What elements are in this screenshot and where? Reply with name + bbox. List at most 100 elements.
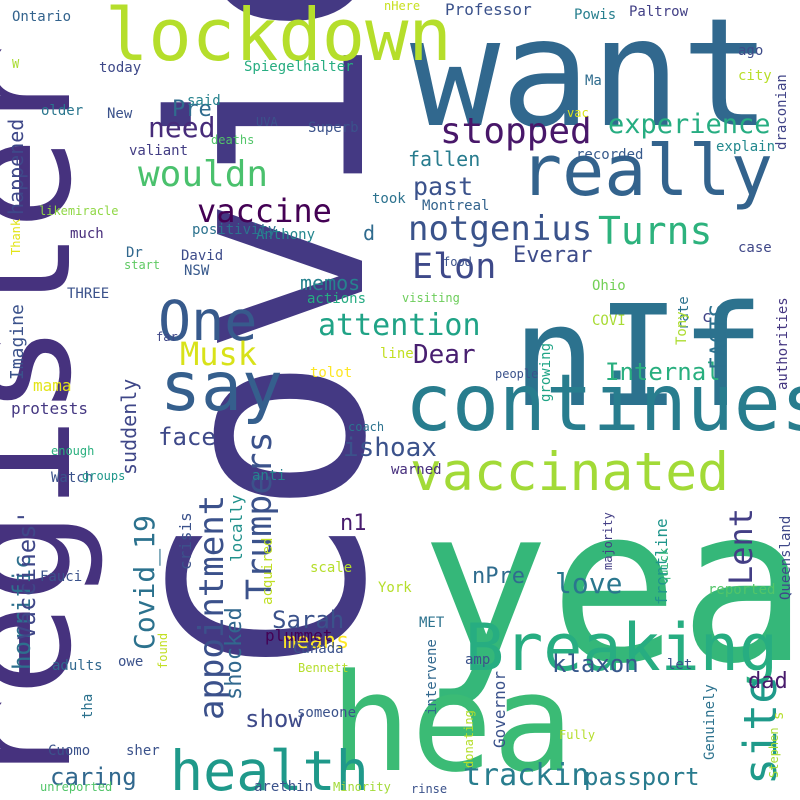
word-experience: experience bbox=[608, 109, 771, 140]
word-ma: Ma bbox=[585, 73, 602, 89]
word-passport: passport bbox=[584, 763, 700, 791]
word-sher: sher bbox=[126, 743, 160, 759]
word-pre: Pre bbox=[172, 97, 212, 122]
word-rinse: rinse bbox=[411, 782, 447, 796]
word-horrific: horrific bbox=[8, 554, 36, 670]
word-attention: attention bbox=[318, 308, 481, 343]
word-lent: Lent bbox=[722, 508, 760, 585]
word-start: start bbox=[124, 258, 160, 272]
word-people: people bbox=[495, 367, 538, 381]
word-dear: Dear bbox=[413, 340, 476, 370]
word-want: want bbox=[410, 0, 771, 161]
word-queensland: Queensland bbox=[778, 516, 794, 600]
word-site: site bbox=[734, 677, 787, 785]
word-dr: Dr bbox=[126, 245, 143, 261]
word-acquired: acquired bbox=[260, 538, 276, 605]
word-let: let bbox=[667, 657, 692, 673]
word-memos: memos bbox=[300, 271, 360, 295]
word-vaccine: vaccine bbox=[197, 192, 332, 230]
word-today: today bbox=[99, 60, 141, 76]
word-scale: scale bbox=[310, 560, 352, 576]
word-n1: n1 bbox=[340, 511, 367, 536]
word-notgenius: notgenius bbox=[408, 209, 592, 249]
word-need: need bbox=[148, 111, 215, 144]
word-watch: Watch bbox=[51, 470, 93, 486]
word-shocked: shocked bbox=[222, 607, 247, 700]
word-vaccines: Vaccines' bbox=[13, 510, 41, 640]
word-frontline: frontline bbox=[652, 518, 671, 605]
word-amp: amp bbox=[465, 652, 490, 668]
word-trumpers: Trumpers bbox=[240, 431, 280, 600]
word-actions: actions bbox=[307, 291, 366, 307]
word-nif: nIf bbox=[512, 276, 765, 439]
word-musk: Musk bbox=[180, 335, 257, 373]
word-plummet: plummet bbox=[265, 626, 332, 645]
word-npre: nPre bbox=[472, 564, 525, 589]
word-stephen: Stephen bbox=[767, 727, 781, 778]
word-positivity: positivity bbox=[192, 222, 276, 238]
word-canada: Canada bbox=[293, 641, 344, 657]
word-food: food bbox=[443, 255, 472, 269]
word-minority: Minority bbox=[333, 780, 391, 794]
word-nhere: nHere bbox=[384, 0, 420, 13]
word-caring: caring bbox=[50, 763, 137, 791]
word-case: case bbox=[738, 240, 772, 256]
word-found: found bbox=[156, 633, 170, 669]
word-locally: locally bbox=[227, 494, 246, 562]
word-recorded: recorded bbox=[576, 147, 643, 163]
word-covi: COVI bbox=[592, 313, 626, 329]
word-internal: Internal bbox=[605, 358, 721, 386]
word-say: say bbox=[160, 348, 283, 427]
word-really: really bbox=[520, 130, 773, 212]
word-tolot: tolot bbox=[310, 365, 352, 381]
word-trackin: trackin bbox=[463, 758, 589, 793]
word-donating: donating bbox=[462, 710, 476, 768]
word-fallen: fallen bbox=[408, 147, 480, 171]
word-visiting: visiting bbox=[402, 291, 460, 305]
word-anti: anti bbox=[252, 468, 286, 484]
word-montreal: Montreal bbox=[422, 198, 489, 214]
word-bennett: Bennett bbox=[298, 661, 349, 675]
word-said: said bbox=[187, 93, 221, 109]
word-one: One bbox=[158, 289, 257, 353]
word-breaking: Breaking bbox=[465, 611, 778, 686]
word-w: W bbox=[12, 57, 20, 71]
word-owe: owe bbox=[118, 654, 143, 670]
word-stopped: stopped bbox=[440, 111, 592, 152]
word-c: c bbox=[702, 307, 712, 326]
word-tony: Tony bbox=[674, 311, 690, 345]
word-health: health bbox=[170, 739, 369, 800]
word-mama: mama bbox=[33, 376, 72, 395]
word-deaths: deaths bbox=[211, 133, 254, 147]
word-fully: Fully bbox=[559, 728, 595, 742]
word-unreported: unreported bbox=[40, 780, 112, 794]
word-nsw: NSW bbox=[184, 263, 210, 279]
word-vaccinated: vaccinated bbox=[410, 442, 729, 503]
word-happened: happened bbox=[4, 119, 28, 215]
word-turns: Turns bbox=[598, 209, 712, 253]
word-s: s bbox=[771, 712, 787, 720]
word-took: took bbox=[372, 191, 406, 207]
word-rate: rate bbox=[676, 296, 692, 330]
word-means: means bbox=[283, 629, 349, 654]
word-past: past bbox=[413, 172, 473, 201]
word-enough: enough bbox=[51, 444, 94, 458]
word-cuomo: Cuomo bbox=[48, 743, 90, 759]
word-suddenly: suddenly bbox=[117, 379, 141, 475]
word-tha: tha bbox=[80, 694, 96, 719]
word-new: New bbox=[107, 106, 133, 122]
word-growing: growing bbox=[538, 343, 554, 402]
word-much: much bbox=[70, 226, 104, 242]
word-crisis: crisis bbox=[176, 512, 195, 570]
word-spiegelhalter: Spiegelhalter bbox=[244, 59, 354, 75]
word-ishoax: ishoax bbox=[343, 433, 437, 463]
word-explain: explain bbox=[716, 139, 775, 155]
word-vac: vac bbox=[567, 106, 589, 120]
word-lockdown: lockdown bbox=[105, 0, 452, 77]
word-fauci: Fauci bbox=[40, 569, 82, 585]
word-valiant: valiant bbox=[129, 143, 188, 159]
word-far: far bbox=[156, 330, 178, 344]
word-superb: Superb bbox=[308, 120, 359, 136]
word-adults: adults bbox=[52, 658, 103, 674]
word-covid: Covid bbox=[117, 0, 425, 675]
